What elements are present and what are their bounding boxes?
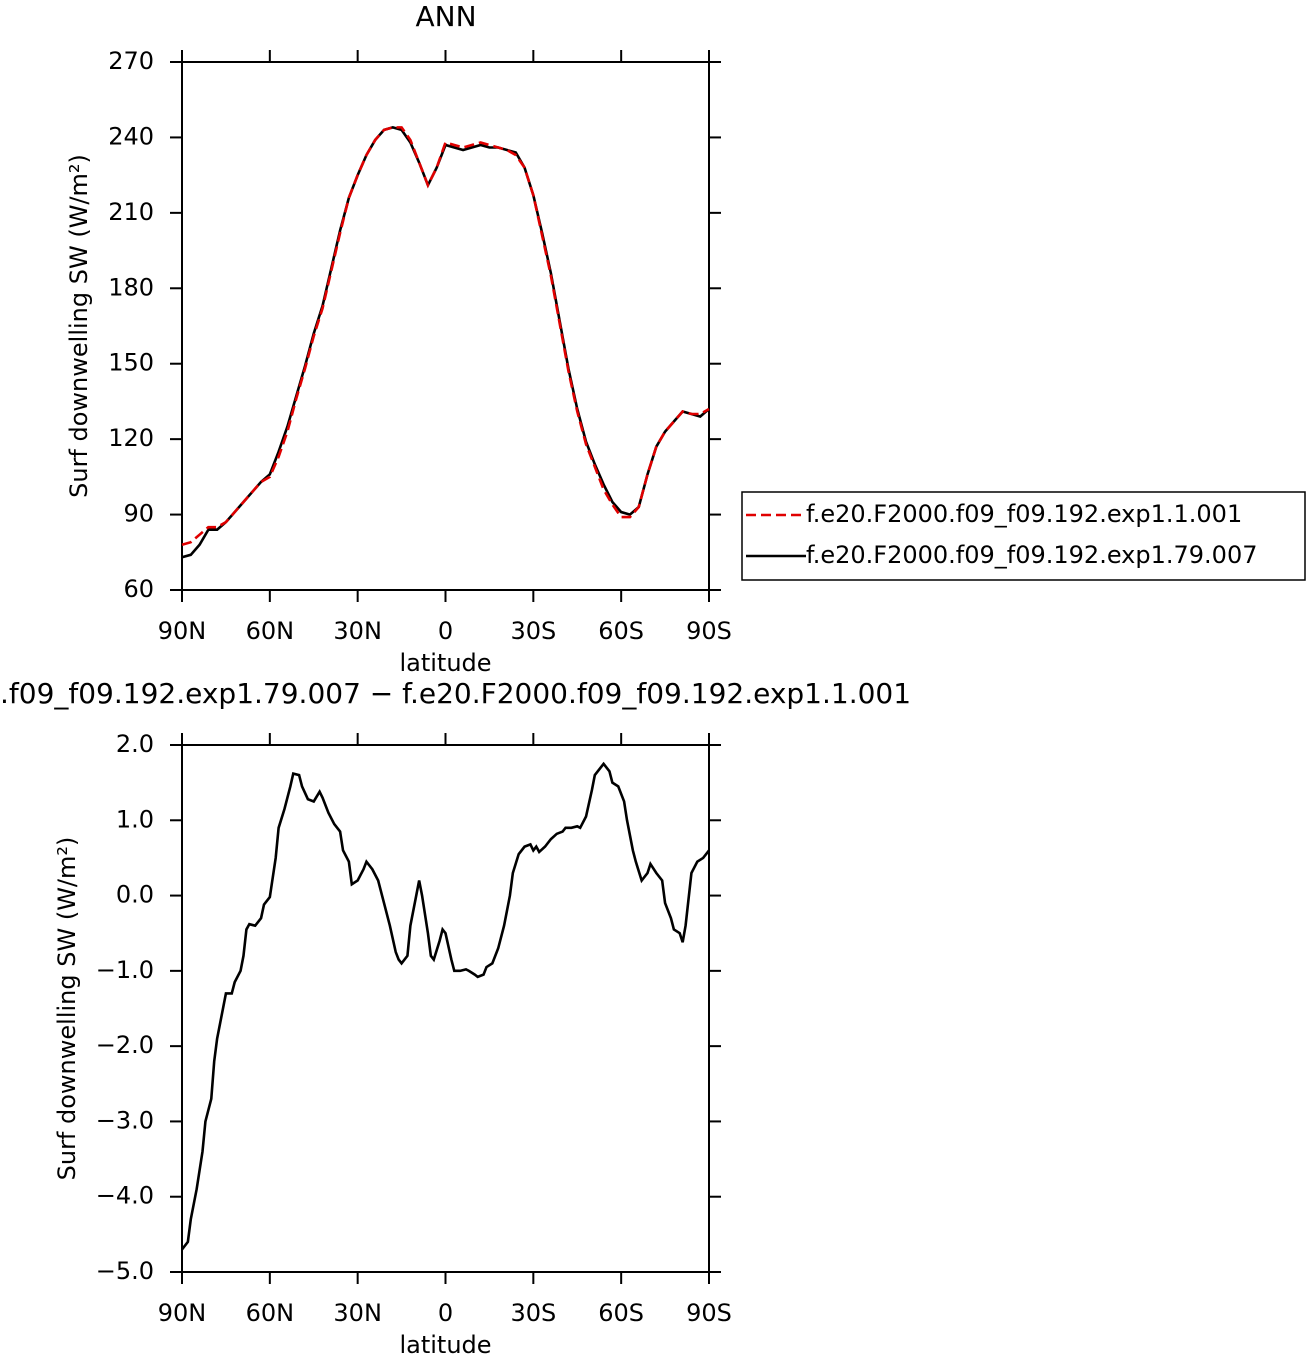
x-tick-label: 30N xyxy=(333,617,382,645)
legend-label: f.e20.F2000.f09_f09.192.exp1.79.007 xyxy=(806,541,1257,569)
y-tick-label: 150 xyxy=(108,349,154,377)
y-tick-label: −4.0 xyxy=(96,1182,154,1210)
x-tick-label: 0 xyxy=(438,1299,453,1327)
data-line xyxy=(181,126,710,546)
y-tick-label: −2.0 xyxy=(96,1031,154,1059)
y-tick-label: 210 xyxy=(108,198,154,226)
y-tick-label: 240 xyxy=(108,122,154,150)
x-tick-label: 30N xyxy=(333,1299,382,1327)
x-tick-label: 60S xyxy=(598,617,644,645)
y-tick-label: −1.0 xyxy=(96,956,154,984)
y-tick-label: 0.0 xyxy=(116,881,154,909)
x-tick-label: 60N xyxy=(246,617,295,645)
y-tick-label: 60 xyxy=(123,575,154,603)
x-axis-title: latitude xyxy=(399,649,491,677)
y-axis-title: Surf downwelling SW (W/m²) xyxy=(65,154,93,498)
chart-title: .f09_f09.192.exp1.79.007 − f.e20.F2000.f… xyxy=(0,677,911,710)
legend-label: f.e20.F2000.f09_f09.192.exp1.1.001 xyxy=(806,500,1242,528)
x-tick-label: 90S xyxy=(686,1299,732,1327)
x-tick-label: 60S xyxy=(598,1299,644,1327)
x-tick-label: 30S xyxy=(510,1299,556,1327)
x-tick-label: 60N xyxy=(246,1299,295,1327)
x-tick-label: 90N xyxy=(158,617,207,645)
y-tick-label: 2.0 xyxy=(116,730,154,758)
y-tick-label: 270 xyxy=(108,47,154,75)
y-axis-title: Surf downwelling SW (W/m²) xyxy=(53,837,81,1181)
y-tick-label: 180 xyxy=(108,273,154,301)
plot-frame xyxy=(181,61,710,591)
x-tick-label: 90N xyxy=(158,1299,207,1327)
x-tick-label: 90S xyxy=(686,617,732,645)
data-line xyxy=(180,761,711,1251)
data-line xyxy=(181,126,710,559)
y-tick-label: 120 xyxy=(108,424,154,452)
y-tick-label: −3.0 xyxy=(96,1106,154,1134)
legend-box xyxy=(741,491,1306,581)
y-tick-label: −5.0 xyxy=(96,1257,154,1285)
chart-title: ANN xyxy=(415,0,476,33)
y-tick-label: 90 xyxy=(123,500,154,528)
y-tick-label: 1.0 xyxy=(116,805,154,833)
x-tick-label: 0 xyxy=(438,617,453,645)
plot-frame xyxy=(181,744,710,1273)
x-tick-label: 30S xyxy=(510,617,556,645)
x-axis-title: latitude xyxy=(399,1331,491,1359)
